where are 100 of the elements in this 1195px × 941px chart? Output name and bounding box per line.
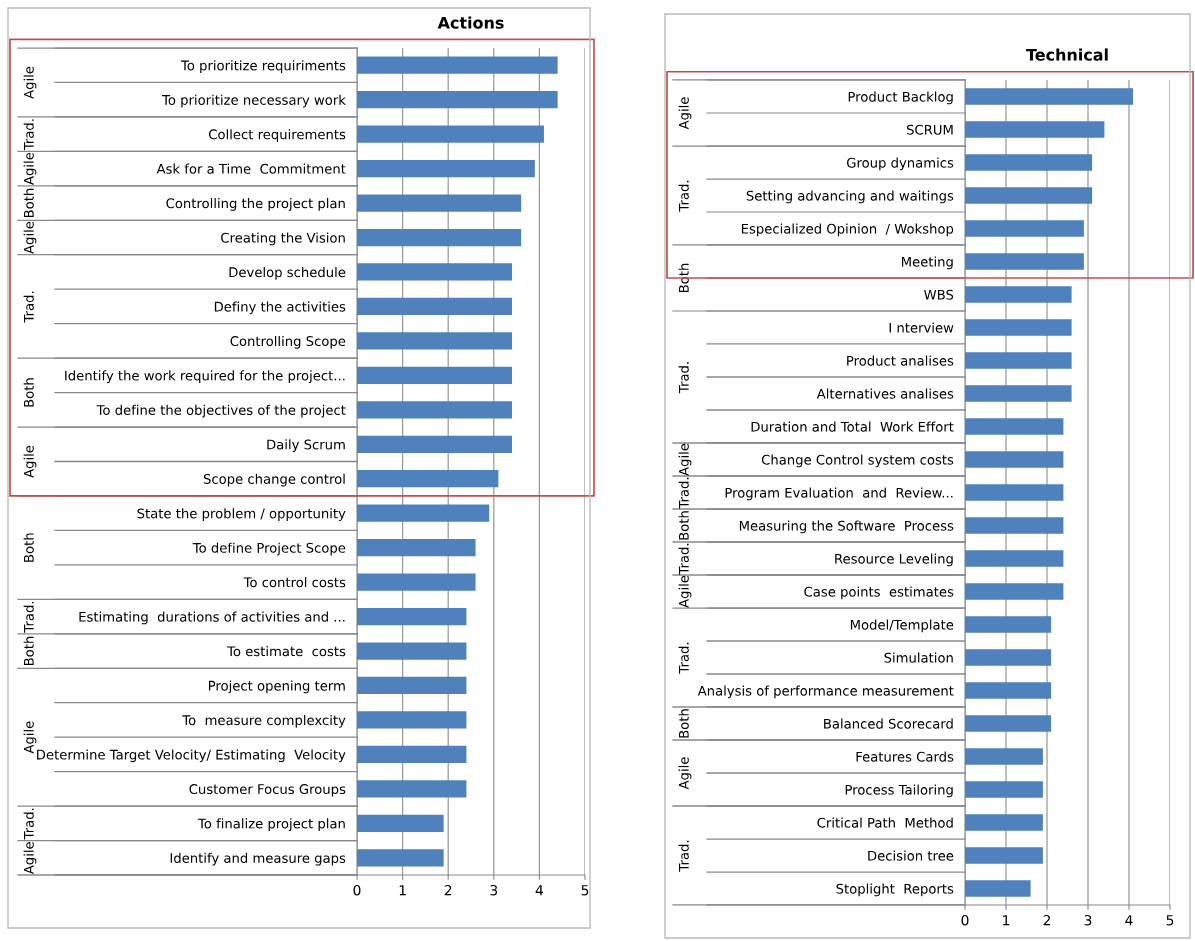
y-tick-label: Customer Focus Groups — [189, 784, 346, 797]
y-tick-label: Duration and Total Work Effort — [751, 421, 954, 432]
x-tick-label: 2 — [1043, 914, 1051, 926]
text: Both — [23, 636, 34, 666]
bar — [357, 607, 467, 626]
y-tick-label: Estimating durations of activities and ... — [79, 611, 345, 625]
x-tick-label: 5 — [1166, 915, 1174, 926]
chart-title: Actions — [437, 16, 504, 29]
y-tick-label: Program Evaluation and Review... — [725, 487, 953, 501]
y-tick-label: Model/Template — [850, 619, 954, 633]
text: Both — [23, 378, 34, 407]
y-tick-label: Identify and measure gaps — [170, 852, 346, 866]
bar — [965, 418, 1064, 435]
text: Trad. — [678, 840, 689, 872]
text: Agile — [23, 842, 37, 875]
text: Agile — [23, 721, 37, 754]
y-tick-label: Decision tree — [868, 850, 954, 861]
text: Both — [678, 709, 689, 738]
text: Agile — [678, 443, 692, 476]
y-tick-label: Measuring the Software Process — [739, 520, 954, 534]
x-tick-label: 4 — [535, 885, 544, 896]
bar — [965, 748, 1043, 765]
bar — [357, 676, 467, 695]
bar — [965, 220, 1084, 237]
bar — [965, 583, 1064, 600]
y-tick-label: To define the objectives of the project — [96, 404, 346, 418]
bar — [965, 121, 1105, 138]
bar — [357, 297, 513, 316]
bar — [965, 649, 1052, 666]
bar — [357, 573, 476, 591]
bar — [965, 319, 1072, 336]
bar — [965, 616, 1052, 633]
x-tick-label: 3 — [1084, 914, 1092, 926]
y-tick-label: Project opening term — [208, 680, 345, 694]
y-tick-label: Change Control system costs — [761, 454, 954, 468]
bar — [357, 401, 513, 419]
bar — [357, 56, 558, 74]
bar — [357, 814, 444, 832]
y-tick-label: Develop schedule — [229, 266, 346, 280]
y-tick-label: Case points estimates — [804, 586, 954, 600]
text: Agile — [678, 575, 692, 608]
chart-title: Technical — [1026, 48, 1108, 61]
bar — [357, 263, 513, 281]
y-tick-label: To finalize project plan — [197, 818, 345, 832]
x-tick-label: 1 — [1003, 915, 1010, 926]
bar — [965, 484, 1064, 501]
text: Trad. — [23, 119, 34, 151]
bar — [357, 711, 467, 729]
bar — [357, 642, 467, 660]
y-tick-label: Analysis of performance measurement — [697, 685, 954, 699]
y-tick-label: To measure complexcity — [182, 714, 346, 728]
bar — [965, 682, 1052, 699]
y-tick-label: Ask for a Time Commitment — [156, 163, 346, 174]
y-tick-label: I nterview — [889, 322, 954, 333]
y-tick-label: To prioritize necessary work — [162, 94, 346, 108]
bar — [357, 228, 522, 247]
y-tick-label: Balanced Scorecard — [824, 718, 953, 729]
bar — [965, 715, 1052, 732]
y-tick-label: SCRUM — [906, 124, 953, 135]
y-tick-label: Alternatives analises — [816, 388, 954, 399]
y-tick-label: To define Project Scope — [192, 542, 346, 556]
x-tick-label: 4 — [1125, 915, 1133, 926]
text: Agile — [678, 757, 692, 790]
y-tick-label: To control costs — [243, 577, 346, 588]
y-tick-label: Determine Target Velocity/ Estimating Velocity — [37, 749, 346, 763]
x-tick-label: 5 — [581, 885, 589, 896]
bar — [965, 517, 1064, 534]
text: Agile — [23, 445, 37, 478]
bar — [357, 332, 513, 350]
y-tick-label: Definy the activities — [214, 301, 346, 315]
bar — [965, 88, 1134, 105]
bar — [965, 352, 1072, 369]
y-tick-label: Setting advancing and waitings — [746, 190, 954, 204]
bar — [357, 435, 513, 453]
y-tick-label: Identify the work required for the project... — [65, 370, 345, 384]
y-tick-label: Collect requirements — [209, 129, 346, 142]
y-tick-label: Product Backlog — [848, 91, 953, 105]
text: Agile — [23, 221, 37, 254]
bar — [965, 451, 1064, 468]
text: Both — [23, 533, 34, 562]
bar — [965, 550, 1064, 567]
y-tick-label: Group dynamics — [846, 157, 954, 171]
x-tick-label: 3 — [490, 884, 498, 896]
y-tick-label: Simulation — [884, 652, 953, 663]
y-tick-label: Critical Path Method — [817, 817, 953, 828]
bar — [357, 849, 444, 867]
x-tick-label: 0 — [353, 884, 361, 896]
text: Trad. — [678, 362, 689, 394]
text: Trad. — [23, 601, 34, 633]
bar — [357, 780, 467, 798]
y-tick-label: State the problem / opportunity — [137, 508, 346, 521]
y-tick-label: Resource Leveling — [835, 553, 953, 567]
y-tick-label: To prioritize requiriments — [180, 60, 346, 73]
bar — [357, 194, 522, 212]
y-tick-label: Scope change control — [203, 473, 345, 487]
bar — [357, 159, 535, 178]
text: Trad. — [23, 291, 34, 323]
bar — [357, 366, 513, 384]
text: Both — [23, 188, 34, 218]
bar — [965, 286, 1072, 303]
